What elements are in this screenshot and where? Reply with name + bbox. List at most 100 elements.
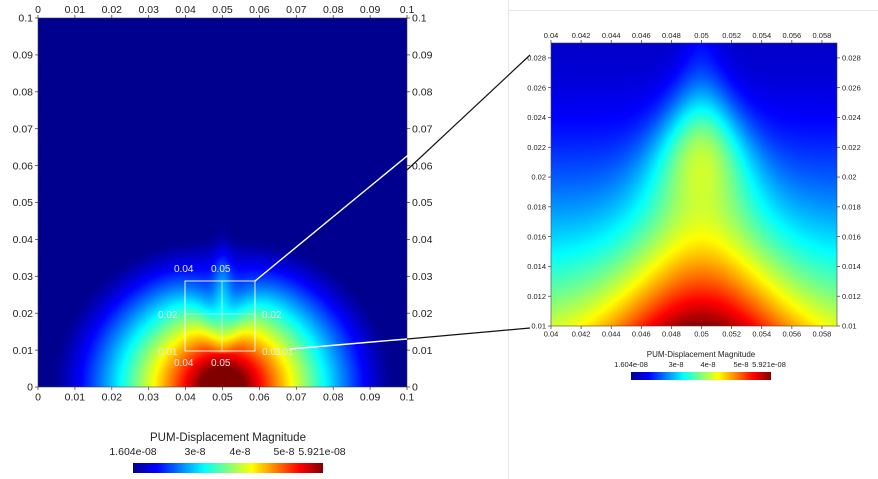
right-panel-top-border [508,0,878,11]
main-y-tick-label-left: 0.04 [13,234,34,246]
zoom-x-tick-label-bottom: 0.046 [632,330,651,339]
main-x-tick-label-top: 0 [35,4,41,16]
zoom-y-tick-label-left: 0.022 [527,143,546,152]
zoom-x-tick-label-top: 0.044 [602,31,621,40]
inset-label-bottom-left: 0.04 [174,358,194,369]
main-x-tick-label-bottom: 0.07 [286,392,307,404]
zoom-colorbar-label-4e8: 4e-8 [700,360,715,369]
main-heatmap: 0 0.01 0.02 0.03 0.04 0.05 0.06 0.07 0.08 0.09 0.1… [13,4,433,404]
main-y-tick-label-left: 0.06 [13,160,34,172]
main-x-tick-label-bottom: 0.06 [249,392,270,404]
zoom-x-tick-label-bottom: 0.05 [694,330,709,339]
main-y-tick-label-left: 0.08 [13,86,34,98]
zoom-x-tick-label-bottom: 0.042 [572,330,591,339]
zoom-x-axis-bottom: 0.04 0.042 0.044 0.046 0.048 0.05 0.052 0.054 0.… [544,326,832,339]
main-x-axis-top: 0 0.01 0.02 0.03 0.04 0.05 0.06 0.07 0.08 0.09 0.1 [35,4,414,18]
zoom-y-tick-label-right: 0.016 [842,232,861,241]
zoom-y-tick-label-right: 0.024 [842,113,861,122]
zoom-x-tick-label-bottom: 0.052 [722,330,741,339]
zoom-x-tick-label-bottom: 0.044 [602,330,621,339]
zoom-x-tick-label-bottom: 0.054 [752,330,771,339]
zoom-x-tick-label-top: 0.058 [813,31,832,40]
main-y-tick-label-right: 0.04 [412,234,433,246]
main-colorbar-label-min: 1.604e-08 [109,446,156,458]
main-x-axis-bottom: 0 0.01 0.02 0.03 0.04 0.05 0.06 0.07 0.08 0.09 0.1 [35,387,414,404]
zoom-y-axis-left: 0.01 0.012 0.014 0.016 0.018 0.02 0.022 0.024 0.… [527,54,551,331]
main-y-tick-label-right: 0.09 [412,50,433,62]
zoom-y-tick-label-left: 0.012 [527,292,546,301]
main-colorbar-label-5e8: 5e-8 [273,446,294,458]
main-y-tick-label-right: 0.07 [412,123,433,135]
main-y-axis-left: 0 0.01 0.02 0.03 0.04 0.05 0.06 0.07 0.08 0.09 0.1 [13,13,38,394]
zoom-y-tick-label-left: 0.016 [527,232,546,241]
main-x-tick-label-top: 0.04 [175,4,196,16]
zoom-x-tick-label-top: 0.046 [632,31,651,40]
main-heatmap-image [38,18,407,387]
main-colorbar: PUM-Displacement Magnitude 1.604e-08 3e-… [109,432,346,473]
zoom-colorbar-title: PUM-Displacement Magnitude [647,350,756,359]
zoom-heatmap-image [551,43,837,326]
main-y-tick-label-right: 0 [412,382,418,394]
zoom-x-tick-label-top: 0.048 [662,31,681,40]
zoom-connector-lines [254,54,531,350]
main-x-tick-label-bottom: 0.04 [175,392,196,404]
main-x-tick-label-bottom: 0.08 [323,392,344,404]
zoom-y-axis-right: 0.01 0.012 0.014 0.016 0.018 0.02 0.022 0.024 0.… [837,54,861,331]
main-x-tick-label-top: 0.01 [65,4,86,16]
zoom-x-tick-label-top: 0.05 [694,31,709,40]
zoom-colorbar-bar [631,372,771,380]
zoom-x-tick-label-top: 0.042 [572,31,591,40]
main-x-tick-label-top: 0.07 [286,4,307,16]
main-x-tick-label-top: 0.02 [102,4,123,16]
zoom-x-tick-label-top: 0.052 [722,31,741,40]
zoom-y-tick-label-right: 0.02 [842,173,857,182]
zoom-colorbar: PUM-Displacement Magnitude 1.604e-08 3e-… [614,350,786,380]
main-y-axis-right: 0 0.01 0.02 0.03 0.04 0.05 0.06 0.07 0.08 0.09 0.1 [407,13,433,394]
main-x-tick-label-bottom: 0.05 [212,392,233,404]
zoom-y-tick-label-right: 0.018 [842,202,861,211]
main-x-tick-label-top: 0.06 [249,4,270,16]
main-y-tick-label-right: 0.02 [412,308,433,320]
main-y-tick-label-right: 0.01 [412,345,433,357]
zoom-y-tick-label-left: 0.028 [527,54,546,63]
zoom-y-tick-label-left: 0.02 [531,173,546,182]
main-x-tick-label-bottom: 0.02 [102,392,123,404]
zoom-x-tick-label-bottom: 0.058 [813,330,832,339]
main-x-tick-label-bottom: 0.1 [400,392,415,404]
inset-label-left-bottom: 0.01 [158,347,178,358]
zoom-y-tick-label-left: 0.01 [531,322,546,331]
zoom-heatmap: 0.04 0.042 0.044 0.046 0.048 0.05 0.052 0.054 0.… [527,31,861,339]
main-y-tick-label-left: 0.03 [13,271,34,283]
zoom-y-tick-label-right: 0.022 [842,143,861,152]
zoom-y-tick-label-right: 0.028 [842,54,861,63]
inset-label-right-bottom: 0.01 [262,347,282,358]
main-x-tick-label-bottom: 0.09 [360,392,381,404]
zoom-colorbar-label-max: 5.921e-08 [752,360,786,369]
main-y-tick-label-left: 0 [27,382,33,394]
main-x-tick-label-bottom: 0 [35,392,41,404]
zoom-y-tick-label-right: 0.014 [842,262,861,271]
zoom-x-tick-label-top: 0.056 [782,31,801,40]
main-x-tick-label-bottom: 0.01 [65,392,86,404]
main-x-tick-label-top: 0.1 [400,4,415,16]
inset-label-right-outside: 0.01 [274,347,294,358]
main-colorbar-label-3e8: 3e-8 [184,446,205,458]
main-y-tick-label-left: 0.01 [13,345,34,357]
main-y-tick-label-left: 0.1 [18,13,33,25]
zoom-y-tick-label-left: 0.018 [527,202,546,211]
inset-label-bottom-center: 0.05 [211,358,231,369]
inset-label-left-middle: 0.02 [158,310,178,321]
inset-label-top-center: 0.05 [211,264,231,275]
zoom-x-tick-label-bottom: 0.04 [544,330,559,339]
main-y-tick-label-left: 0.09 [13,50,34,62]
main-colorbar-label-4e8: 4e-8 [229,446,250,458]
zoom-y-tick-label-right: 0.026 [842,83,861,92]
main-y-tick-label-right: 0.06 [412,160,433,172]
zoom-x-tick-label-top: 0.04 [544,31,559,40]
zoom-y-tick-label-left: 0.026 [527,83,546,92]
main-y-tick-label-right: 0.03 [412,271,433,283]
main-colorbar-label-max: 5.921e-08 [298,446,345,458]
zoom-x-tick-label-bottom: 0.048 [662,330,681,339]
main-x-tick-label-top: 0.09 [360,4,381,16]
